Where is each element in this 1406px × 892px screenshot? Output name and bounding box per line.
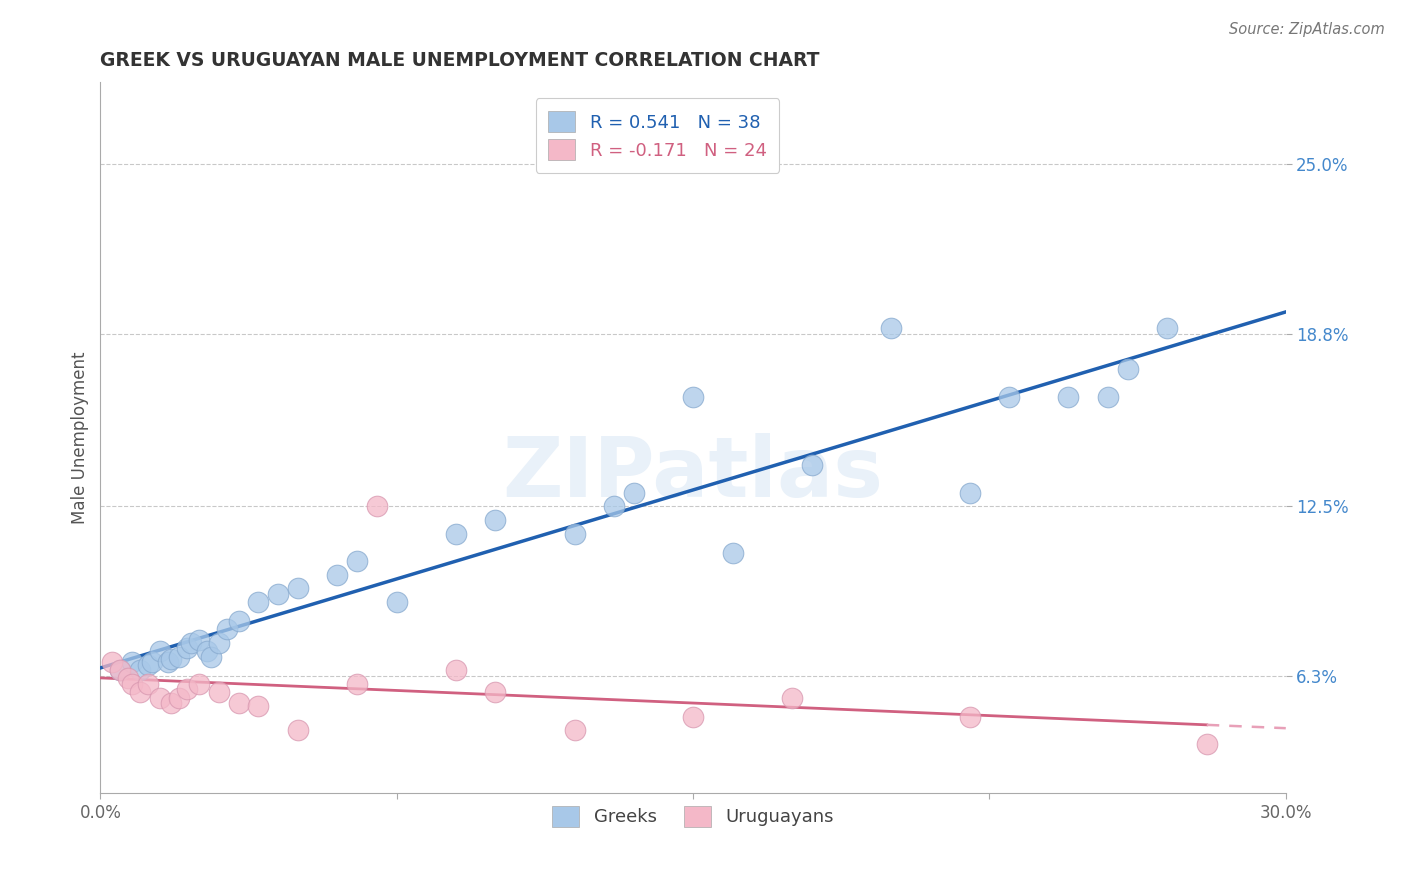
Point [1097,390,1119,404]
Point [346,677,368,691]
Point [136,657,159,672]
Point [879,321,901,335]
Point [623,485,645,500]
Point [195,644,218,658]
Point [800,458,823,473]
Point [1116,362,1139,376]
Point [959,485,981,500]
Point [484,685,506,699]
Point [101,655,124,669]
Point [780,690,803,705]
Point [128,685,150,699]
Point [1057,390,1080,404]
Text: Source: ZipAtlas.com: Source: ZipAtlas.com [1229,22,1385,37]
Point [121,677,143,691]
Point [444,663,467,677]
Point [160,696,183,710]
Point [188,677,211,691]
Point [267,587,290,601]
Point [176,641,198,656]
Point [149,644,172,658]
Point [564,723,586,738]
Point [117,672,139,686]
Point [287,723,309,738]
Point [176,682,198,697]
Point [141,655,163,669]
Point [959,710,981,724]
Point [247,595,270,609]
Point [385,595,408,609]
Point [444,526,467,541]
Y-axis label: Male Unemployment: Male Unemployment [72,351,89,524]
Point [208,636,231,650]
Point [721,546,744,560]
Point [564,526,586,541]
Point [1156,321,1178,335]
Point [366,500,388,514]
Point [200,649,222,664]
Point [169,649,191,664]
Point [1195,737,1218,751]
Point [603,500,626,514]
Point [188,633,211,648]
Point [228,614,250,628]
Point [208,685,231,699]
Point [108,663,131,677]
Point [160,652,183,666]
Point [128,663,150,677]
Point [180,636,202,650]
Point [121,655,143,669]
Point [247,698,270,713]
Point [682,390,704,404]
Point [346,554,368,568]
Point [136,677,159,691]
Point [287,581,309,595]
Point [156,655,179,669]
Legend: Greeks, Uruguayans: Greeks, Uruguayans [546,799,841,834]
Point [169,690,191,705]
Point [484,513,506,527]
Point [149,690,172,705]
Point [998,390,1021,404]
Point [326,567,349,582]
Point [108,663,131,677]
Point [682,710,704,724]
Point [215,622,238,636]
Text: GREEK VS URUGUAYAN MALE UNEMPLOYMENT CORRELATION CHART: GREEK VS URUGUAYAN MALE UNEMPLOYMENT COR… [100,51,820,70]
Text: ZIPatlas: ZIPatlas [502,433,883,514]
Point [228,696,250,710]
